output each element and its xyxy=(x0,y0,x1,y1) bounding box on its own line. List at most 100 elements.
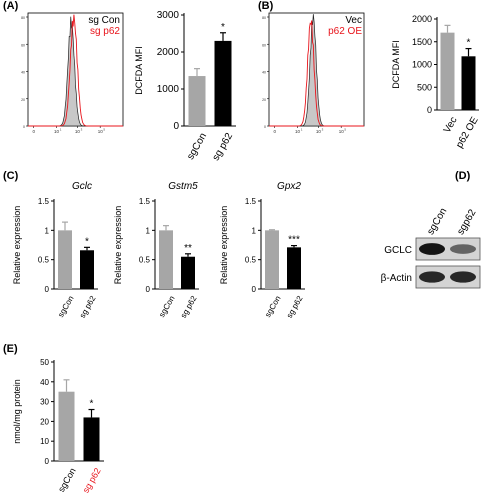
y-tick-label: 2000 xyxy=(157,47,180,58)
x-category-label: sgCon xyxy=(157,294,176,319)
y-tick-label: 0 xyxy=(45,285,50,294)
y-tick-label: 0 xyxy=(427,105,432,115)
y-axis-label: Relative expression xyxy=(219,206,229,285)
significance-label: * xyxy=(90,399,94,410)
y-tick-label: 500 xyxy=(417,82,432,92)
y-tick-label: 80 xyxy=(21,16,25,20)
x-category-label: Vec xyxy=(442,115,460,135)
y-tick-label: 20 xyxy=(21,98,25,102)
y-tick-label: 40 xyxy=(21,71,25,75)
panel-label-a: (A) xyxy=(3,0,19,12)
y-tick-label: 30 xyxy=(40,398,49,407)
bar-1 xyxy=(461,56,476,110)
y-tick-label: 0.5 xyxy=(38,256,50,265)
y-tick-label: 1500 xyxy=(412,37,432,47)
y-tick-label: 50 xyxy=(40,358,49,367)
blot-band xyxy=(419,271,445,283)
y-tick-label: 80 xyxy=(262,16,266,20)
bar-1 xyxy=(287,247,301,289)
y-axis-label: DCFDA MFI xyxy=(391,40,401,89)
blot-band xyxy=(450,271,476,283)
y-tick-label: 1 xyxy=(146,226,151,235)
x-category-label: sgCon xyxy=(56,294,75,319)
x-category-label: sg p62 xyxy=(81,466,103,493)
chart-title: Gstm5 xyxy=(168,181,198,192)
x-tick-label: 10 xyxy=(316,129,322,134)
x-tick-exponent: 1 xyxy=(60,128,62,132)
y-tick-label: 40 xyxy=(262,71,266,75)
y-tick-label: 0 xyxy=(264,125,266,129)
x-tick-label: 10 xyxy=(75,129,81,134)
bar-0 xyxy=(58,230,72,289)
legend-entry: Vec xyxy=(345,15,362,26)
y-tick-label: 1000 xyxy=(412,60,432,70)
y-tick-label: 2000 xyxy=(412,14,432,24)
bar-1 xyxy=(214,40,232,126)
y-tick-label: 1 xyxy=(252,226,257,235)
blot-row-label: GCLC xyxy=(384,245,412,256)
significance-label: * xyxy=(467,38,471,49)
bar-1 xyxy=(181,256,195,289)
x-tick-label: 0 xyxy=(273,129,276,134)
blot-row-label: β-Actin xyxy=(381,273,412,284)
y-axis-label: Relative expression xyxy=(113,206,123,285)
x-category-label: sgCon xyxy=(263,294,282,319)
y-tick-label: 0 xyxy=(252,285,257,294)
x-tick-exponent: 3 xyxy=(81,128,83,132)
panel-label-b: (B) xyxy=(258,0,274,12)
x-tick-label: 10 xyxy=(295,129,301,134)
x-tick-exponent: 5 xyxy=(344,128,346,132)
bar-0 xyxy=(440,32,455,110)
bar-1 xyxy=(83,417,100,461)
y-tick-label: 60 xyxy=(21,43,25,47)
blot-band xyxy=(450,244,476,254)
bar-0 xyxy=(265,230,279,289)
y-tick-label: 10 xyxy=(40,437,49,446)
y-tick-label: 60 xyxy=(262,43,266,47)
x-tick-label: 10 xyxy=(54,129,60,134)
x-category-label: sg p62 xyxy=(179,294,199,320)
y-tick-label: 0.5 xyxy=(139,256,151,265)
significance-label: * xyxy=(221,22,225,33)
y-tick-label: 1000 xyxy=(157,84,180,95)
y-axis-label: Relative expression xyxy=(12,206,22,285)
significance-label: *** xyxy=(288,235,300,246)
x-tick-label: 10 xyxy=(98,129,104,134)
y-tick-label: 0 xyxy=(173,121,179,132)
x-category-label: sg p62 xyxy=(211,131,236,163)
y-tick-label: 40 xyxy=(40,378,49,387)
x-category-label: sgCon xyxy=(185,131,209,162)
y-axis-label: nmol/mg protein xyxy=(12,379,22,444)
bar-1 xyxy=(80,250,94,289)
x-category-label: sg p62 xyxy=(285,294,305,320)
y-axis-label: DCFDA MFI xyxy=(134,46,144,95)
x-tick-label: 0 xyxy=(32,129,35,134)
y-tick-label: 1.5 xyxy=(38,197,50,206)
x-category-label: sg p62 xyxy=(78,294,98,320)
bar-0 xyxy=(159,230,173,289)
panel-label-c: (C) xyxy=(3,170,19,182)
x-tick-exponent: 3 xyxy=(322,128,324,132)
y-tick-label: 0.5 xyxy=(245,256,257,265)
histogram-series-1 xyxy=(269,20,364,127)
histogram-series-1 xyxy=(28,14,123,127)
panel-label-e: (E) xyxy=(3,343,18,355)
y-tick-label: 1.5 xyxy=(139,197,151,206)
y-tick-label: 20 xyxy=(40,417,49,426)
x-category-label: sgCon xyxy=(56,466,78,493)
x-tick-exponent: 1 xyxy=(301,128,303,132)
legend-entry: sg p62 xyxy=(90,26,120,37)
chart-title: Gpx2 xyxy=(277,181,301,192)
y-tick-label: 0 xyxy=(23,125,25,129)
western-blot xyxy=(392,180,484,290)
bar-0 xyxy=(188,76,206,126)
chart-title: Gclc xyxy=(72,181,92,192)
y-tick-label: 3000 xyxy=(157,10,180,21)
panel-label-d: (D) xyxy=(455,170,471,182)
x-tick-label: 10 xyxy=(339,129,345,134)
x-tick-exponent: 5 xyxy=(103,128,105,132)
y-tick-label: 1 xyxy=(45,226,50,235)
blot-band xyxy=(419,243,445,255)
legend-entry: p62 OE xyxy=(328,26,362,37)
